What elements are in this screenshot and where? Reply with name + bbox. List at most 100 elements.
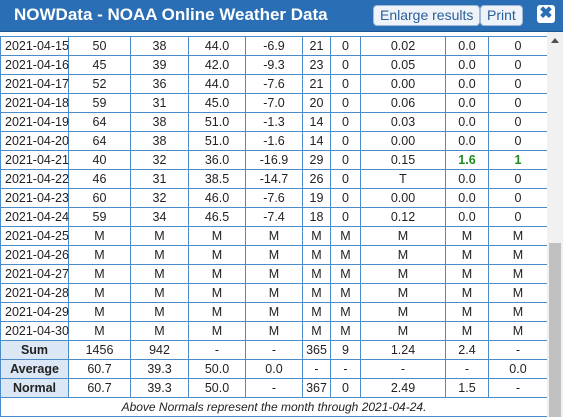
cell: 20	[302, 93, 331, 113]
cell: M	[130, 302, 189, 322]
cell: M	[302, 302, 331, 322]
summary-label: Average	[0, 359, 69, 379]
cell: 0	[488, 93, 547, 113]
cell: 0.0	[488, 359, 547, 379]
cell: M	[302, 245, 331, 265]
row: 2021-04-16 45 39 42.0 -9.3 23 0 0.05 0.0 0	[0, 55, 547, 75]
close-button[interactable]: ✖	[537, 5, 555, 23]
cell: M	[488, 226, 547, 246]
cell: M	[245, 321, 303, 341]
print-button[interactable]: Print	[480, 5, 523, 26]
cell: 0.0	[445, 169, 489, 189]
date-cell: 2021-04-26	[0, 245, 69, 265]
cell: -	[245, 378, 303, 398]
row: 2021-04-18 59 31 45.0 -7.0 20 0 0.06 0.0 0	[0, 93, 547, 113]
cell: 0	[330, 131, 361, 151]
cell: 18	[302, 207, 331, 227]
cell: 32	[130, 150, 189, 170]
cell: 0.0	[245, 359, 303, 379]
date-cell: 2021-04-15	[0, 36, 69, 56]
cell: -7.0	[245, 93, 303, 113]
date-cell: 2021-04-20	[0, 131, 69, 151]
cell: 0	[330, 207, 361, 227]
date-cell: 2021-04-21	[0, 150, 69, 170]
cell: M	[245, 283, 303, 303]
cell: M	[360, 245, 446, 265]
cell: M	[68, 283, 131, 303]
cell: 60	[68, 188, 131, 208]
cell: 52	[68, 74, 131, 94]
cell: T	[360, 169, 446, 189]
cell: M	[245, 245, 303, 265]
cell: 32	[130, 188, 189, 208]
cell: -	[302, 359, 331, 379]
cell: 64	[68, 131, 131, 151]
cell: 46.0	[188, 188, 246, 208]
cell: 46.5	[188, 207, 246, 227]
cell: -1.6	[245, 131, 303, 151]
cell: M	[330, 226, 361, 246]
scroll-up[interactable]	[551, 38, 559, 43]
cell: -	[245, 340, 303, 360]
cell: M	[445, 245, 489, 265]
cell: M	[68, 264, 131, 284]
cell: 2.49	[360, 378, 446, 398]
cell: 0	[330, 74, 361, 94]
cell: 0.0	[445, 93, 489, 113]
cell: -	[330, 359, 361, 379]
date-cell: 2021-04-27	[0, 264, 69, 284]
cell: M	[130, 283, 189, 303]
scrollbar[interactable]	[547, 32, 563, 417]
cell: 0	[488, 74, 547, 94]
cell: M	[330, 264, 361, 284]
cell: -	[188, 340, 246, 360]
enlarge-button[interactable]: Enlarge results	[373, 5, 481, 26]
cell: 0.00	[360, 188, 446, 208]
summary-row: Normal 60.7 39.3 50.0-367 0 2.49 1.5-	[0, 378, 547, 398]
row: 2021-04-23 60 32 46.0 -7.6 19 0 0.00 0.0 0	[0, 188, 547, 208]
row: 2021-04-26 M M M M M M M M M	[0, 245, 547, 265]
cell: M	[488, 321, 547, 341]
cell: M	[330, 302, 361, 322]
cell: 38	[130, 36, 189, 56]
cell: 60.7	[68, 359, 131, 379]
scroll-thumb[interactable]	[549, 243, 561, 417]
cell: 45.0	[188, 93, 246, 113]
date-cell: 2021-04-28	[0, 283, 69, 303]
cell: 19	[302, 188, 331, 208]
cell: 0.0	[445, 36, 489, 56]
cell: M	[188, 245, 246, 265]
row: 2021-04-30 M M M M M M M M M	[0, 321, 547, 341]
cell: M	[330, 245, 361, 265]
cell: 51.0	[188, 131, 246, 151]
cell: 0.03	[360, 112, 446, 132]
cell: 50.0	[188, 378, 246, 398]
cell: 39.3	[130, 378, 189, 398]
cell: M	[188, 226, 246, 246]
date-cell: 2021-04-24	[0, 207, 69, 227]
date-cell: 2021-04-29	[0, 302, 69, 322]
row: 2021-04-17 52 36 44.0 -7.6 21 0 0.00 0.0 0	[0, 74, 547, 94]
cell: M	[445, 264, 489, 284]
cell: 0	[330, 150, 361, 170]
cell: 0.00	[360, 131, 446, 151]
cell: M	[245, 226, 303, 246]
cell: 1.5	[445, 378, 489, 398]
cell: 0.05	[360, 55, 446, 75]
cell: -7.4	[245, 207, 303, 227]
cell: 9	[330, 340, 361, 360]
cell: M	[68, 321, 131, 341]
cell: 942	[130, 340, 189, 360]
cell: 0	[330, 36, 361, 56]
cell: -6.9	[245, 36, 303, 56]
summary-row: Sum 1456 942- -365 9 1.24 2.4-	[0, 340, 547, 360]
cell: 0	[488, 55, 547, 75]
cell: 0.15	[360, 150, 446, 170]
cell: M	[130, 321, 189, 341]
cell: M	[488, 302, 547, 322]
date-cell: 2021-04-18	[0, 93, 69, 113]
cell: -14.7	[245, 169, 303, 189]
cell: 0	[330, 169, 361, 189]
cell: -	[360, 359, 446, 379]
row: 2021-04-27 M M M M M M M M M	[0, 264, 547, 284]
